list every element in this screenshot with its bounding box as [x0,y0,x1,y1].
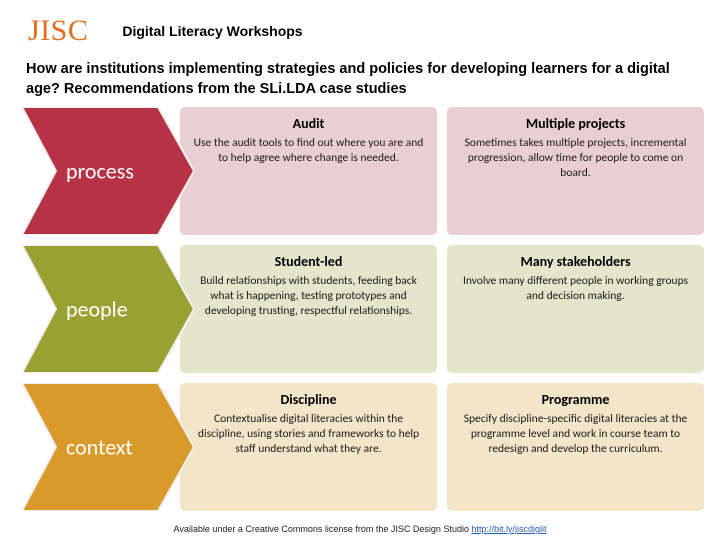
diagram-row-context: context Discipline Contextualise digital l… [22,383,704,511]
cell-body: Build relationships with students, feedi… [192,274,425,318]
chevron-label: people [66,296,128,323]
cells: Student-led Build relationships with stud… [180,245,704,373]
cell-title: Audit [192,115,425,132]
cell-body: Sometimes takes multiple projects, incre… [459,136,692,180]
diagram-rows: process Audit Use the audit tools to find … [0,107,720,511]
cell-title: Many stakeholders [459,253,692,270]
chevron-context: context [22,383,194,511]
main-question: How are institutions implementing strate… [0,54,720,107]
cell-title: Multiple projects [459,115,692,132]
footer-text: Available under a Creative Commons licen… [173,524,471,534]
cell-title: Programme [459,391,692,408]
chevron-label: process [66,158,134,185]
cell-title: Student-led [192,253,425,270]
cell: Discipline Contextualise digital literaci… [180,383,437,511]
chevron-process: process [22,107,194,235]
cell: Student-led Build relationships with stud… [180,245,437,373]
cell-body: Contextualise digital literacies within … [192,412,425,456]
chevron-label: context [66,434,133,461]
chevron-people: people [22,245,194,373]
footer-link[interactable]: http://bit.ly/jiscdiglit [471,524,546,534]
cells: Audit Use the audit tools to find out whe… [180,107,704,235]
jisc-logo: JISC [28,14,88,48]
cell-title: Discipline [192,391,425,408]
diagram-row-people: people Student-led Build relationships wit… [22,245,704,373]
cell: Programme Specify discipline-specific dig… [447,383,704,511]
footer: Available under a Creative Commons licen… [0,524,720,534]
cell-body: Use the audit tools to find out where yo… [192,136,425,165]
cell: Many stakeholders Involve many different … [447,245,704,373]
cell: Audit Use the audit tools to find out whe… [180,107,437,235]
header-title: Digital Literacy Workshops [122,23,302,39]
cell-body: Involve many different people in working… [459,274,692,303]
cell: Multiple projects Sometimes takes multipl… [447,107,704,235]
header: JISC Digital Literacy Workshops [0,0,720,54]
cell-body: Specify discipline-specific digital lite… [459,412,692,456]
cells: Discipline Contextualise digital literaci… [180,383,704,511]
diagram-row-process: process Audit Use the audit tools to find … [22,107,704,235]
